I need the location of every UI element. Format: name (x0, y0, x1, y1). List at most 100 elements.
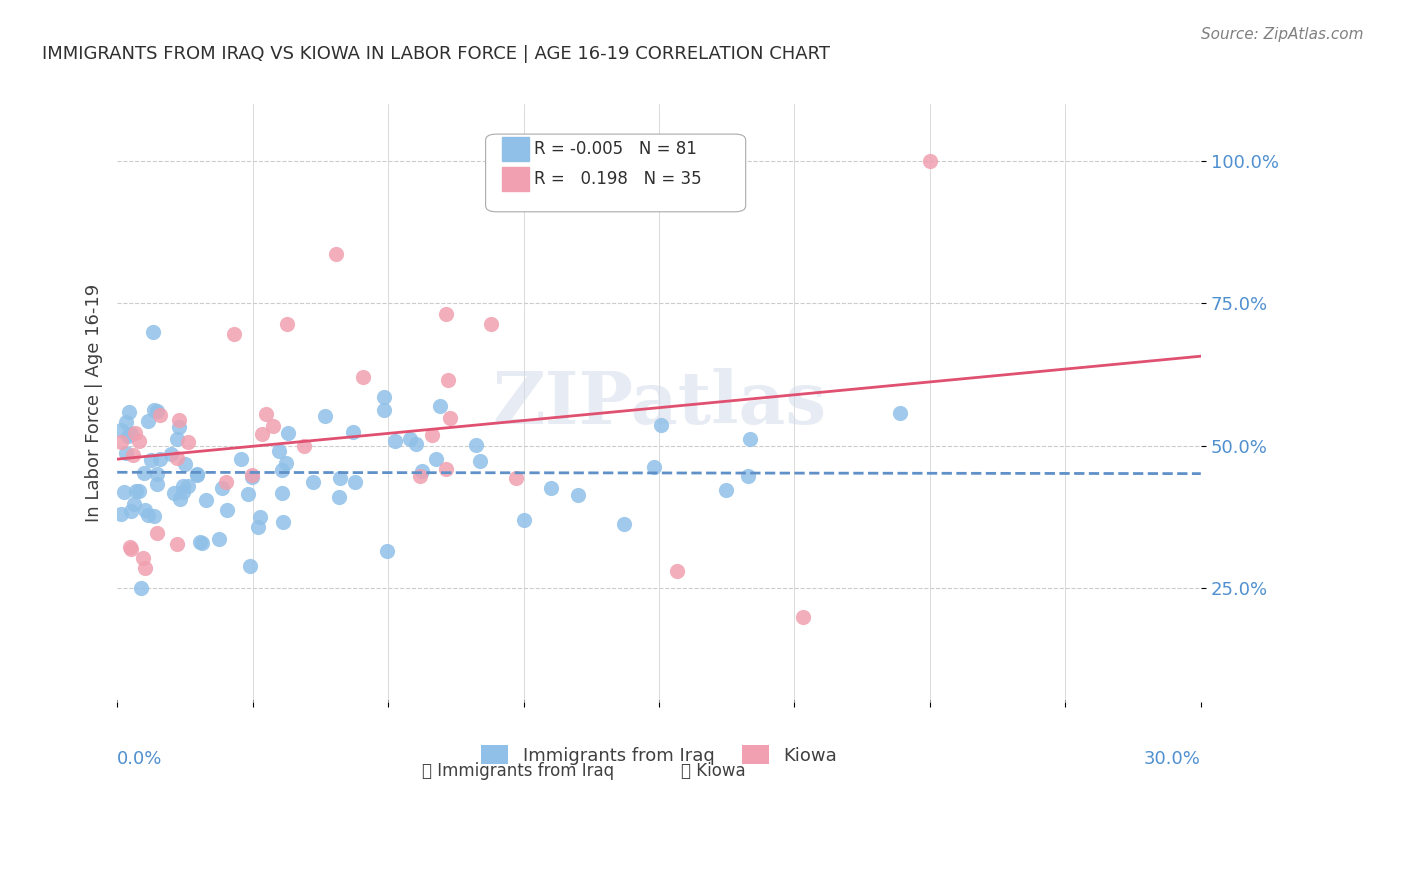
Point (240, 470, 263, 484)
Point (163, 486, 186, 500)
Point (172, 479, 194, 493)
Point (343, 475, 366, 490)
Point (224, 327, 246, 342)
Point (188, 535, 211, 549)
Text: 0.0%: 0.0% (117, 750, 163, 768)
Point (114, 415, 136, 429)
Point (146, 477, 169, 491)
Point (420, 428, 443, 442)
Point (129, 581, 152, 595)
Point (142, 509, 165, 524)
Point (110, 423, 132, 437)
Point (918, 154, 941, 169)
Point (172, 485, 194, 500)
Point (314, 409, 336, 424)
Point (120, 541, 142, 556)
Point (146, 526, 169, 541)
Point (191, 536, 214, 550)
Point (169, 419, 191, 434)
Text: 30.0%: 30.0% (1144, 750, 1201, 768)
Point (173, 458, 195, 472)
Text: R =   0.198   N = 35: R = 0.198 N = 35 (534, 169, 702, 188)
Point (211, 481, 233, 495)
Y-axis label: In Labor Force | Age 16-19: In Labor Force | Age 16-19 (86, 284, 103, 522)
Point (112, 485, 135, 500)
Point (136, 413, 159, 427)
Bar (502, 137, 529, 161)
Point (425, 452, 447, 467)
Point (792, 609, 814, 624)
Point (208, 532, 231, 546)
Point (292, 439, 315, 453)
Legend: Immigrants from Iraq, Kiowa: Immigrants from Iraq, Kiowa (481, 746, 837, 764)
Point (110, 508, 132, 522)
Point (139, 453, 162, 467)
Point (120, 427, 142, 442)
Point (195, 493, 218, 508)
Text: ZIPatlas: ZIPatlas (492, 368, 827, 439)
Point (342, 425, 364, 440)
Point (373, 403, 395, 417)
Point (166, 537, 188, 551)
Point (271, 515, 294, 529)
Point (177, 435, 200, 450)
Point (167, 413, 190, 427)
Point (405, 437, 427, 451)
Point (166, 432, 188, 446)
Point (384, 434, 406, 448)
Point (505, 471, 527, 485)
Point (352, 370, 374, 384)
Point (143, 403, 166, 417)
Point (239, 559, 262, 574)
Point (269, 444, 291, 458)
Point (131, 551, 153, 566)
Point (122, 497, 145, 511)
Point (177, 479, 200, 493)
Point (399, 432, 422, 446)
Point (186, 467, 208, 481)
Point (513, 513, 536, 527)
Point (262, 419, 284, 434)
Point (118, 540, 141, 554)
Point (325, 247, 347, 261)
Point (125, 483, 148, 498)
Point (329, 471, 352, 485)
Point (567, 487, 589, 501)
Point (666, 564, 689, 578)
Point (465, 438, 488, 452)
Point (254, 407, 277, 421)
Point (121, 448, 143, 462)
Point (889, 406, 911, 420)
Point (215, 475, 238, 490)
Point (276, 317, 298, 331)
Point (470, 454, 492, 468)
Point (643, 460, 665, 475)
Point (429, 400, 451, 414)
Point (613, 516, 636, 531)
Point (375, 543, 398, 558)
Point (146, 404, 169, 418)
Point (302, 475, 325, 489)
Point (229, 451, 252, 466)
Point (136, 508, 159, 523)
Point (714, 483, 737, 497)
Point (160, 447, 183, 461)
Point (479, 317, 502, 331)
Point (110, 434, 132, 449)
Point (134, 561, 156, 575)
Point (250, 426, 273, 441)
Point (118, 405, 141, 419)
Text: IMMIGRANTS FROM IRAQ VS KIOWA IN LABOR FORCE | AGE 16-19 CORRELATION CHART: IMMIGRANTS FROM IRAQ VS KIOWA IN LABOR F… (42, 45, 830, 62)
Point (120, 504, 142, 518)
Point (274, 456, 297, 470)
Text: ⬜ Immigrants from Iraq: ⬜ Immigrants from Iraq (422, 762, 614, 780)
Text: Source: ZipAtlas.com: Source: ZipAtlas.com (1201, 27, 1364, 42)
Point (169, 491, 191, 506)
Point (650, 418, 672, 433)
Point (737, 469, 759, 483)
Point (134, 467, 156, 481)
Point (149, 409, 172, 423)
Point (436, 373, 458, 387)
Point (134, 502, 156, 516)
FancyBboxPatch shape (485, 134, 745, 211)
